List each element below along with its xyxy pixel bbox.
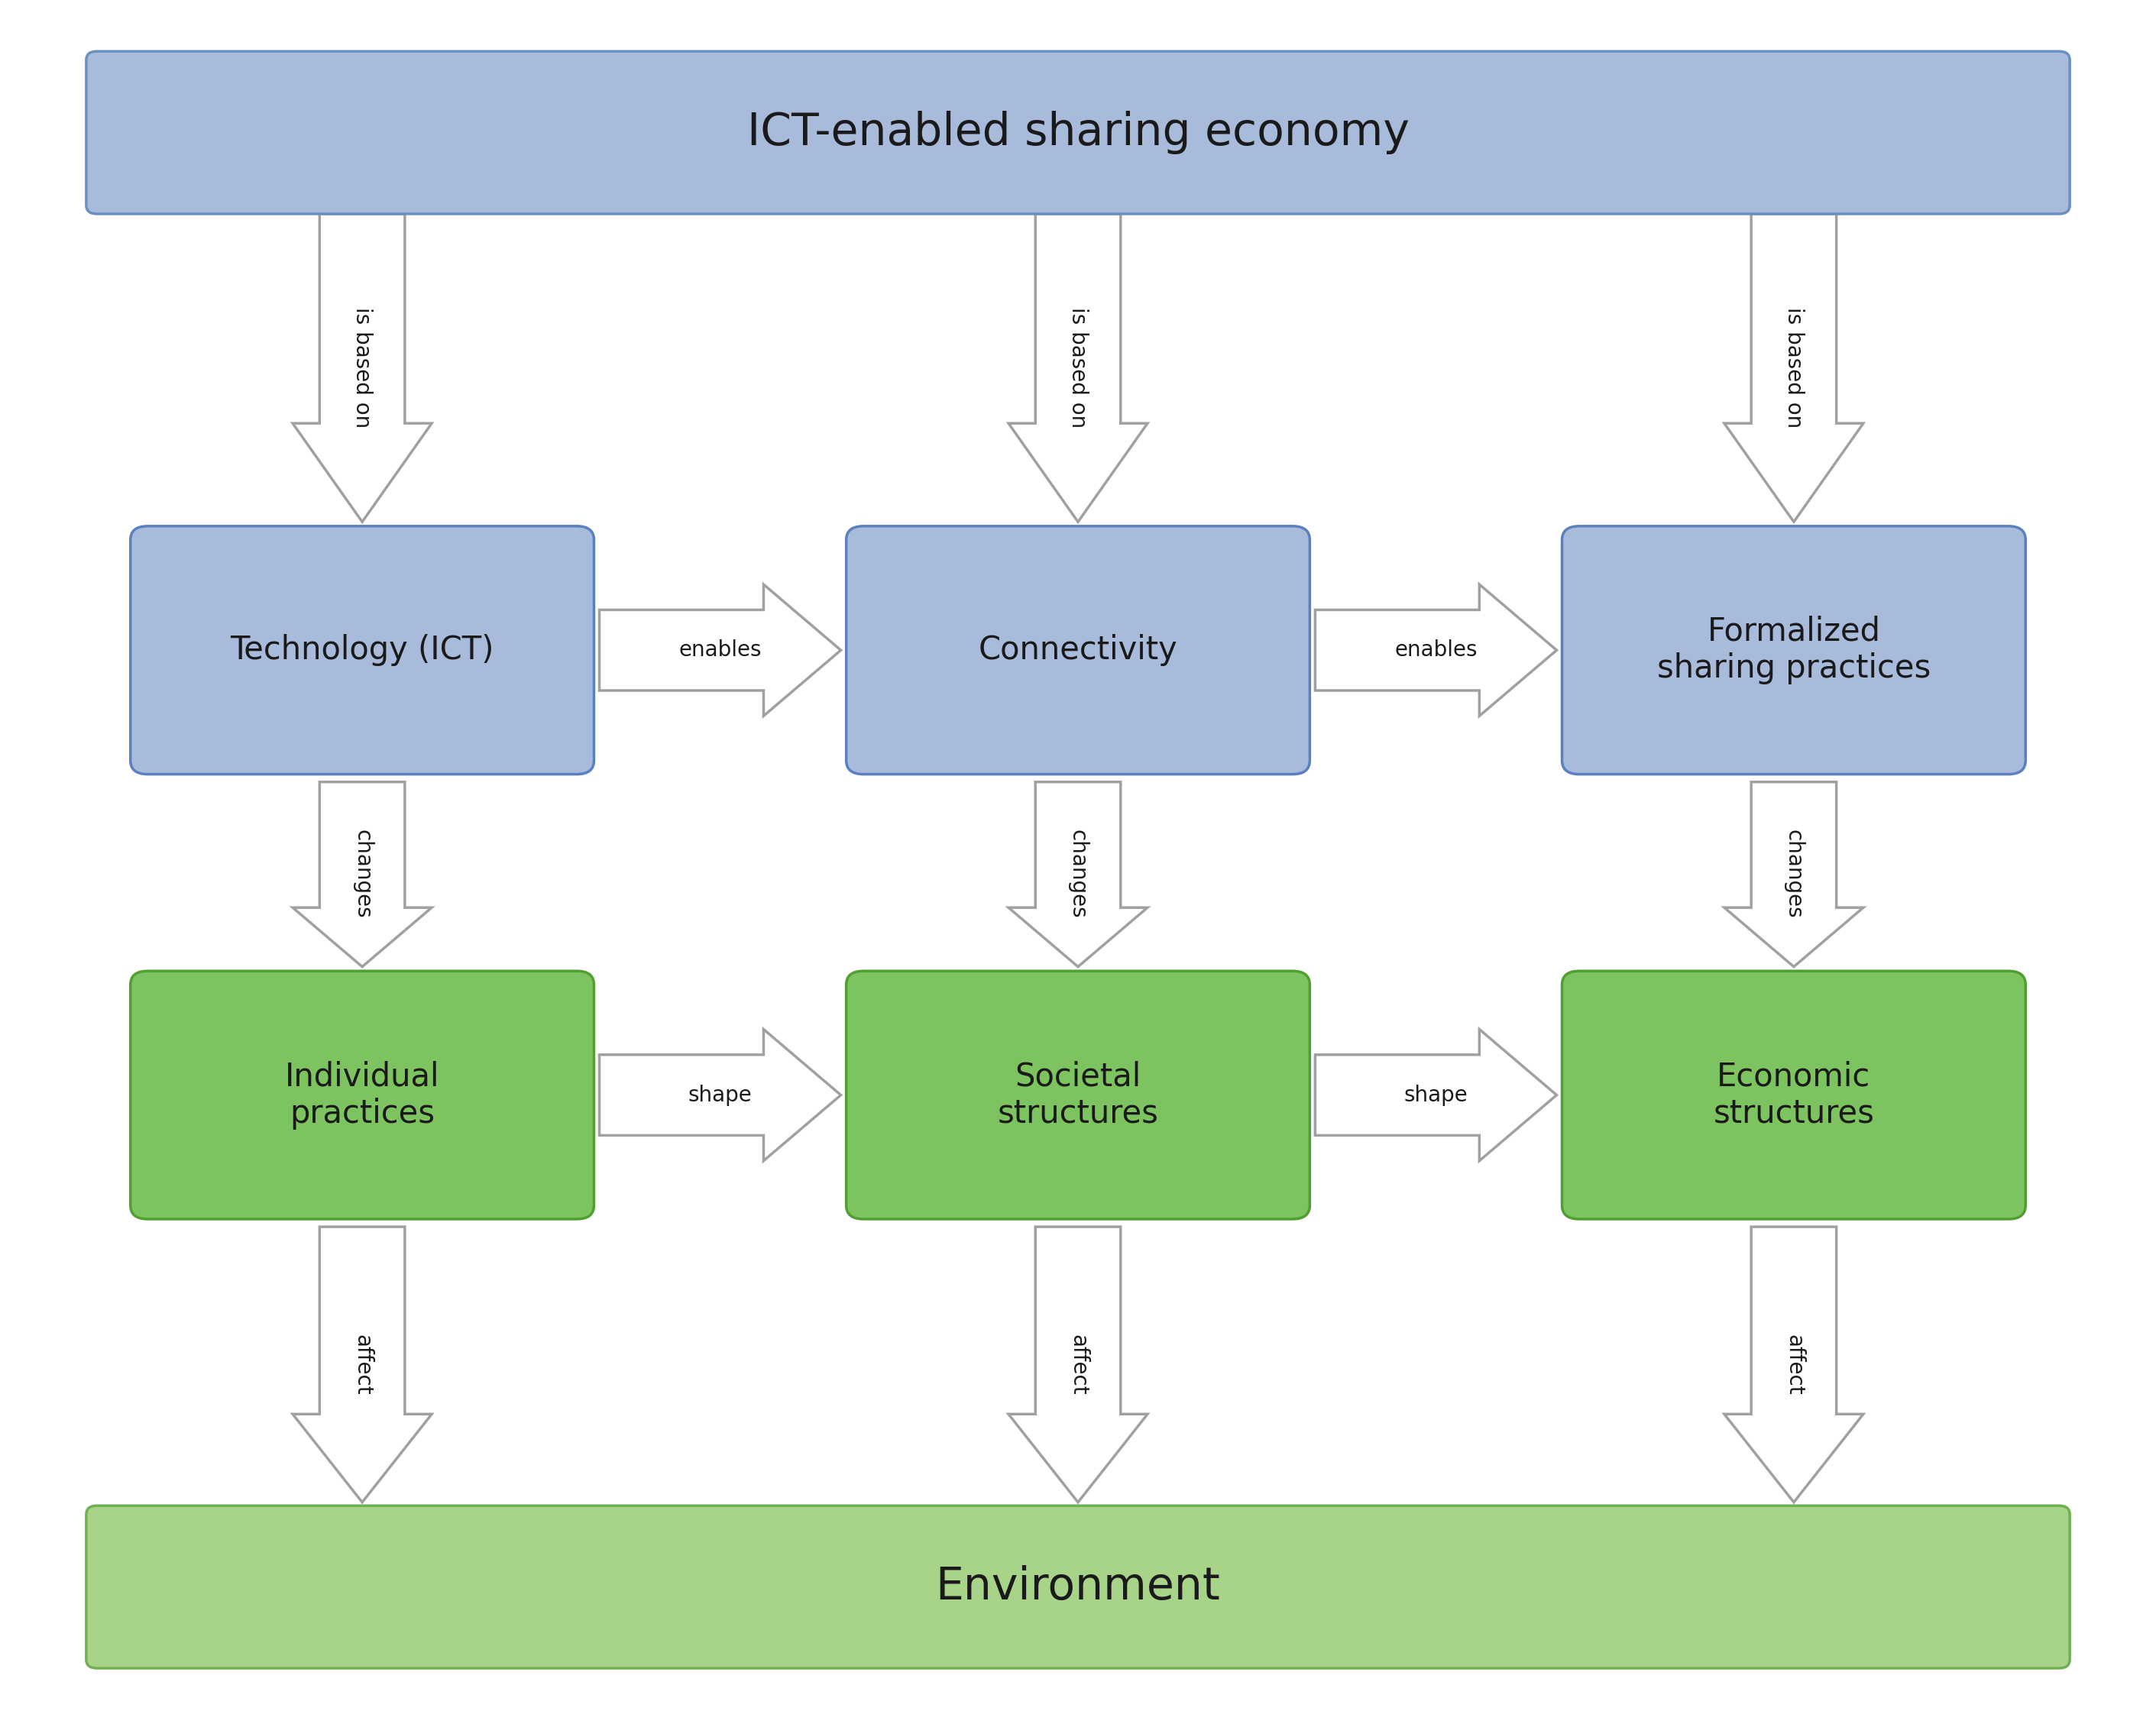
Text: is based on: is based on <box>351 308 373 428</box>
Text: changes: changes <box>1067 830 1089 919</box>
Text: Formalized
sharing practices: Formalized sharing practices <box>1658 616 1930 684</box>
FancyBboxPatch shape <box>1561 527 2027 775</box>
Text: enables: enables <box>1395 640 1477 660</box>
FancyBboxPatch shape <box>845 527 1311 775</box>
Polygon shape <box>293 782 431 967</box>
FancyBboxPatch shape <box>845 972 1311 1218</box>
FancyBboxPatch shape <box>86 1506 2070 1668</box>
Text: Individual
practices: Individual practices <box>285 1061 440 1129</box>
Text: Technology (ICT): Technology (ICT) <box>231 635 494 666</box>
Text: Societal
structures: Societal structures <box>998 1061 1158 1129</box>
Text: Environment: Environment <box>936 1566 1220 1608</box>
Polygon shape <box>599 585 841 715</box>
Text: changes: changes <box>351 830 373 919</box>
Polygon shape <box>1725 782 1863 967</box>
Text: Connectivity: Connectivity <box>979 635 1177 666</box>
FancyBboxPatch shape <box>86 51 2070 214</box>
Text: affect: affect <box>1783 1335 1805 1394</box>
Text: Economic
structures: Economic structures <box>1714 1061 1874 1129</box>
Polygon shape <box>1315 1030 1557 1160</box>
Polygon shape <box>1725 214 1863 522</box>
Text: ICT-enabled sharing economy: ICT-enabled sharing economy <box>746 111 1410 154</box>
Polygon shape <box>293 214 431 522</box>
Polygon shape <box>1009 782 1147 967</box>
Text: changes: changes <box>1783 830 1805 919</box>
Text: enables: enables <box>679 640 761 660</box>
FancyBboxPatch shape <box>132 972 595 1218</box>
Text: is based on: is based on <box>1783 308 1805 428</box>
Text: affect: affect <box>351 1335 373 1394</box>
Text: shape: shape <box>688 1085 752 1105</box>
FancyBboxPatch shape <box>1561 972 2027 1218</box>
Text: affect: affect <box>1067 1335 1089 1394</box>
Polygon shape <box>1315 585 1557 715</box>
Polygon shape <box>293 1227 431 1502</box>
Polygon shape <box>1009 214 1147 522</box>
Polygon shape <box>1725 1227 1863 1502</box>
Text: is based on: is based on <box>1067 308 1089 428</box>
Polygon shape <box>599 1030 841 1160</box>
Polygon shape <box>1009 1227 1147 1502</box>
Text: shape: shape <box>1404 1085 1468 1105</box>
FancyBboxPatch shape <box>132 527 595 775</box>
